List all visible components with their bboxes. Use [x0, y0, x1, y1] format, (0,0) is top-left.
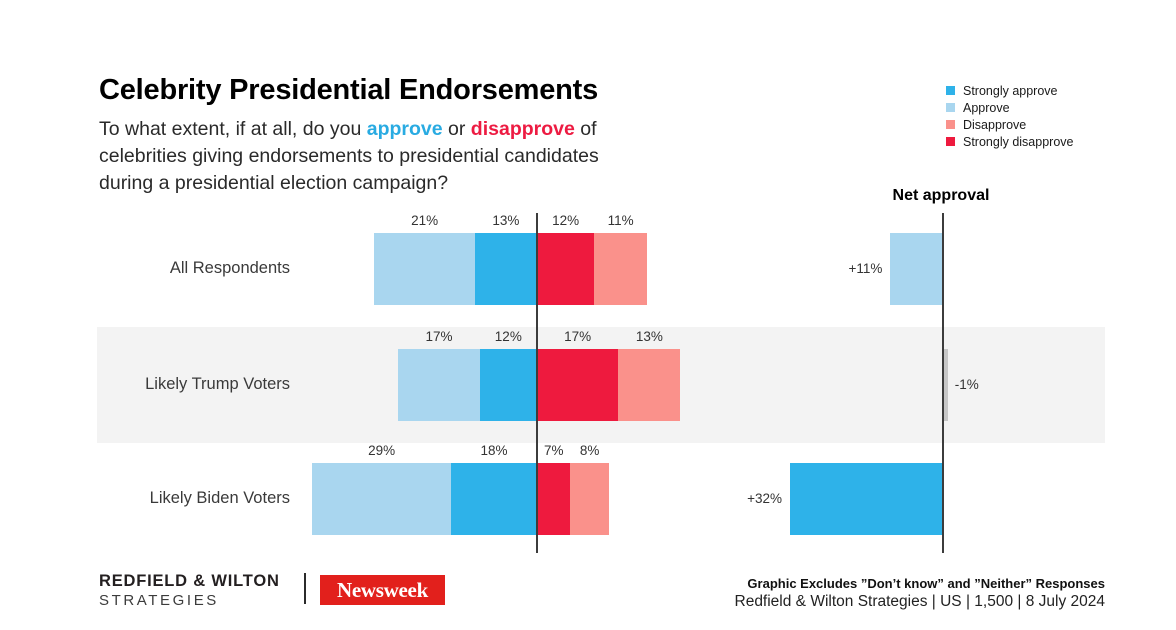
net-approval-bar — [890, 233, 943, 305]
bar-value-label: 8% — [579, 443, 600, 458]
bar-segment-strongly-disapprove — [537, 463, 571, 535]
survey-question: To what extent, if at all, do you approv… — [99, 116, 599, 197]
question-text: or — [442, 118, 471, 140]
bar-segment-disapprove — [570, 463, 609, 535]
bar-segment-approve — [312, 463, 451, 535]
bar-segment-strongly-approve — [474, 233, 537, 305]
net-approval-label: +32% — [747, 491, 783, 506]
survey-question-line1: To what extent, if at all, do you approv… — [99, 116, 599, 143]
exclusion-note: Graphic Excludes ”Don’t know” and ”Neith… — [747, 576, 1105, 591]
survey-question-line2: celebrities giving endorsements to presi… — [99, 145, 599, 167]
bar-segment-strongly-approve — [479, 349, 537, 421]
bar-value-label: 17% — [564, 329, 592, 344]
net-approval-axis — [942, 213, 944, 553]
approval-axis — [536, 213, 538, 553]
legend-item-strongly-approve: Strongly approve — [946, 82, 1073, 99]
net-approval-header: Net approval — [892, 187, 990, 204]
bar-value-label: 18% — [480, 443, 508, 458]
question-text: To what extent, if at all, do you — [99, 118, 367, 140]
survey-question-line3: during a presidential election campaign? — [99, 172, 449, 194]
row-label: Likely Biden Voters — [149, 489, 290, 507]
strongly-disapprove-swatch-icon — [946, 137, 955, 146]
approve-swatch-icon — [946, 103, 955, 112]
net-approval-bar — [943, 349, 948, 421]
redfield-wilton-logo: REDFIELD & WILTON — [99, 572, 280, 590]
disapprove-swatch-icon — [946, 120, 955, 129]
disapprove-highlight: disapprove — [470, 118, 575, 140]
approve-highlight: approve — [366, 118, 443, 140]
source-note: Redfield & Wilton Strategies | US | 1,50… — [734, 593, 1106, 610]
legend-item-strongly-disapprove: Strongly disapprove — [946, 133, 1073, 150]
bar-value-label: 12% — [494, 329, 522, 344]
bar-value-label: 13% — [492, 213, 520, 228]
bar-value-label: 21% — [411, 213, 439, 228]
net-approval-bar — [790, 463, 943, 535]
legend-label: Disapprove — [963, 117, 1027, 132]
bar-segment-strongly-disapprove — [537, 233, 595, 305]
footer-note: Graphic Excludes ”Don’t know” and ”Neith… — [735, 575, 1106, 611]
redfield-wilton-strategies-label: STRATEGIES — [99, 592, 219, 609]
strongly-approve-swatch-icon — [946, 86, 955, 95]
question-text: of — [574, 118, 597, 140]
bar-value-label: 7% — [543, 443, 564, 458]
row-label: All Respondents — [169, 259, 290, 277]
bar-segment-approve — [374, 233, 475, 305]
bar-segment-strongly-disapprove — [537, 349, 619, 421]
legend-label: Approve — [963, 100, 1010, 115]
newsweek-logo-text: Newsweek — [337, 577, 428, 602]
legend: Strongly approve Approve Disapprove Stro… — [946, 82, 1073, 150]
row-label: Likely Trump Voters — [145, 375, 290, 393]
net-approval-label: -1% — [954, 377, 979, 392]
bar-value-label: 29% — [368, 443, 396, 458]
bar-value-label: 11% — [607, 213, 634, 228]
page-title: Celebrity Presidential Endorsements — [99, 74, 599, 106]
bar-segment-disapprove — [594, 233, 647, 305]
newsweek-logo: Newsweek — [320, 575, 445, 605]
legend-label: Strongly approve — [963, 83, 1058, 98]
bar-segment-strongly-approve — [450, 463, 537, 535]
net-approval-label: +11% — [848, 261, 883, 276]
legend-item-disapprove: Disapprove — [946, 116, 1073, 133]
legend-label: Strongly disapprove — [963, 134, 1074, 149]
bar-value-label: 17% — [425, 329, 453, 344]
bar-value-label: 12% — [552, 213, 580, 228]
legend-item-approve: Approve — [946, 99, 1073, 116]
bar-value-label: 13% — [635, 329, 663, 344]
bar-segment-approve — [398, 349, 480, 421]
bar-segment-disapprove — [618, 349, 681, 421]
footer-divider — [304, 573, 306, 604]
